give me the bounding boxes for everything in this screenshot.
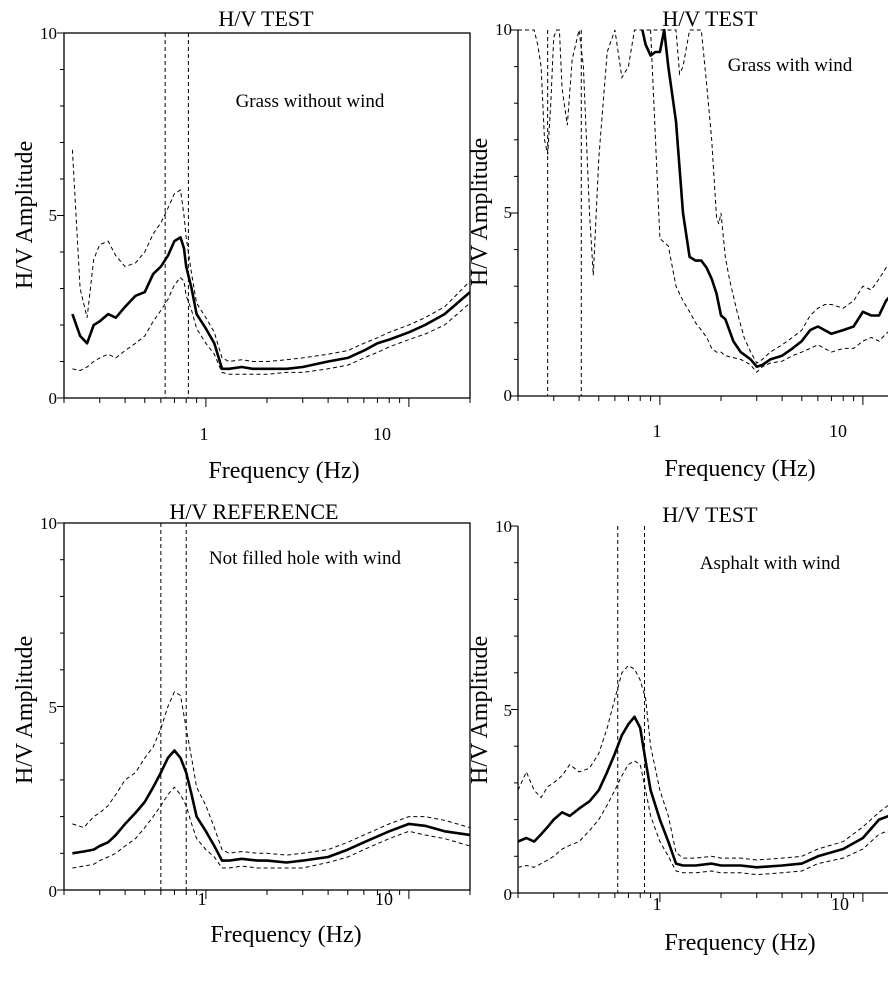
y-tick-label: 0 (49, 882, 58, 901)
chart-title: H/V TEST (662, 502, 758, 527)
x-tick-label: 1 (200, 424, 209, 444)
hv-mean-curve (72, 749, 470, 864)
x-tick-label: 10 (831, 894, 849, 914)
y-tick-label: 5 (49, 206, 58, 225)
y-tick-label: 10 (40, 514, 57, 533)
hv-lower-std-curve (72, 276, 470, 375)
y-tick-label: 5 (504, 701, 513, 720)
y-axis-label: H/V Amplitude (467, 138, 493, 286)
y-tick-label: 10 (40, 24, 57, 43)
x-axis-label: Frequency (Hz) (664, 456, 815, 482)
x-tick-label: 1 (653, 421, 662, 441)
x-axis-label: Frequency (Hz) (208, 458, 359, 484)
x-axis-label: Frequency (Hz) (664, 930, 815, 956)
chart-panel-not-filled-hole-with-wind: H/V REFERENCE Not filled hole with wind … (12, 499, 471, 948)
x-tick-label: 10 (375, 889, 393, 909)
chart-annotation: Asphalt with wind (700, 553, 841, 574)
chart-title: H/V TEST (218, 6, 314, 31)
chart-title: H/V TEST (662, 6, 758, 31)
x-tick-label: 10 (829, 421, 847, 441)
chart-annotation: Not filled hole with wind (209, 548, 402, 569)
chart-annotation: Grass without wind (236, 91, 385, 112)
hv-upper-std-curve (71, 149, 470, 363)
chart-title: H/V REFERENCE (170, 499, 339, 524)
chart-annotation: Grass with wind (728, 55, 853, 76)
hv-mean-curve (71, 236, 470, 371)
y-axis-label: H/V Amplitude (12, 636, 38, 784)
hv-lower-std-curve (650, 29, 888, 373)
hv-upper-std-curve (518, 29, 888, 364)
y-tick-label: 5 (49, 698, 58, 717)
y-tick-label: 0 (504, 386, 513, 405)
chart-panel-grass-with-wind: H/V TEST Grass with wind Frequency (Hz) … (467, 6, 888, 482)
chart-panel-grass-without-wind: H/V TEST Grass without wind Frequency (H… (12, 6, 471, 484)
y-tick-label: 10 (495, 517, 512, 536)
y-tick-label: 5 (504, 203, 513, 222)
x-tick-label: 1 (198, 889, 207, 909)
plot-frame (63, 522, 471, 891)
y-tick-label: 0 (49, 389, 58, 408)
y-tick-label: 0 (504, 885, 513, 904)
hv-upper-std-curve (518, 664, 888, 861)
plot-frame (63, 32, 471, 399)
x-axis-label: Frequency (Hz) (210, 922, 361, 948)
hv-mean-curve (641, 29, 888, 368)
x-tick-label: 10 (373, 424, 391, 444)
y-axis-label: H/V Amplitude (467, 636, 493, 784)
chart-panel-asphalt-with-wind: H/V TEST Asphalt with wind Frequency (Hz… (467, 502, 888, 956)
hv-upper-std-curve (72, 691, 470, 856)
hv-lower-std-curve (72, 786, 470, 869)
hv-mean-curve (518, 715, 888, 869)
y-tick-label: 10 (495, 20, 512, 39)
x-tick-label: 1 (653, 894, 662, 914)
y-axis-label: H/V Amplitude (12, 141, 38, 289)
hv-lower-std-curve (518, 760, 888, 876)
